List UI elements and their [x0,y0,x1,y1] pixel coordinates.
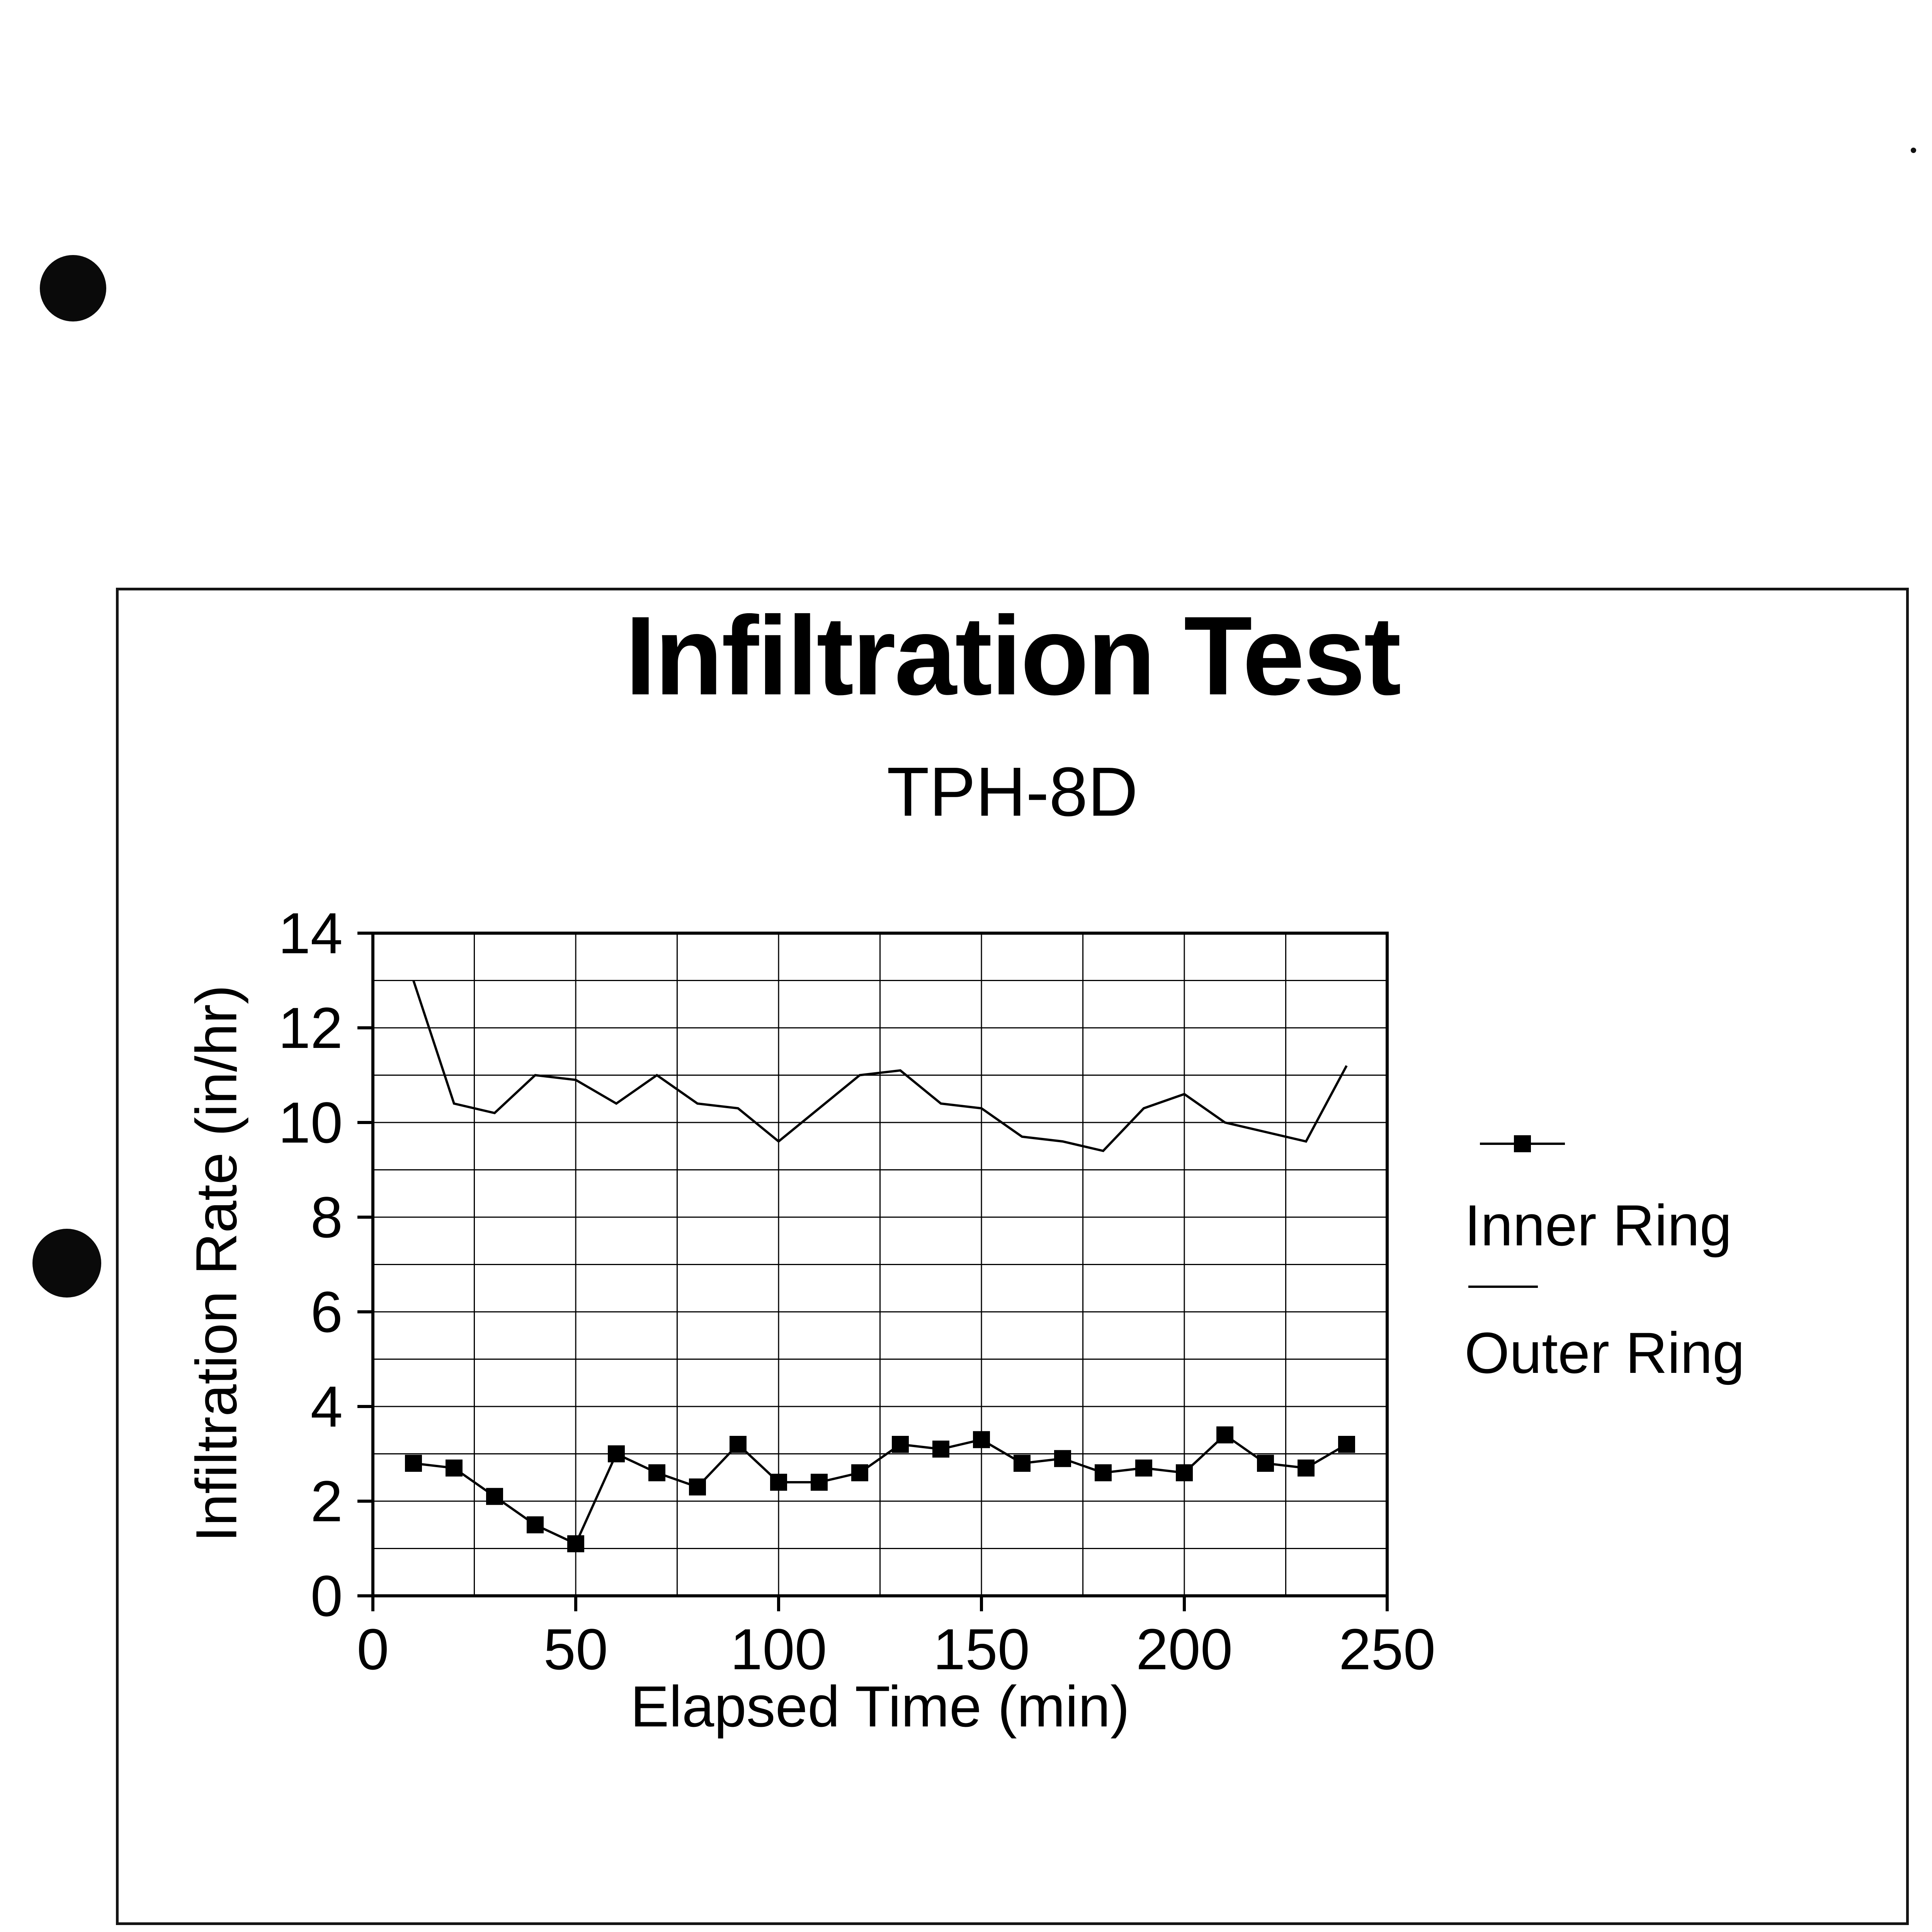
x-axis-label: Elapsed Time (min) [630,1674,1130,1739]
legend-label-outer-ring: Outer Ring [1464,1320,1745,1385]
x-tick-label: 0 [357,1617,389,1682]
stray-dot [1911,148,1916,153]
figure-box [116,588,1909,1925]
marker-square [973,1431,990,1448]
y-tick-label: 0 [311,1563,343,1628]
marker-square [1298,1459,1315,1477]
plot-border [371,932,1389,1597]
marker-square [405,1455,422,1472]
x-tick-label: 250 [1339,1617,1435,1682]
marker-square [1257,1455,1274,1472]
chart-subtitle: TPH-8D [886,753,1138,831]
marker-square [1014,1455,1031,1472]
punch-hole-middle [32,1229,101,1298]
y-tick-label: 8 [311,1185,343,1250]
x-tick-label: 200 [1136,1617,1233,1682]
inner-ring-marker-icon [1480,1135,1565,1152]
marker-square [1135,1459,1152,1477]
marker-square [770,1474,787,1491]
x-tick-label: 100 [730,1617,827,1682]
marker-square [567,1535,584,1553]
x-tick-label: 50 [544,1617,608,1682]
marker-square [892,1436,909,1453]
y-tick-label: 4 [311,1374,343,1439]
chart-title: Infiltration Test [625,593,1401,718]
chart-svg: 0 50 100 150 200 250 0 2 4 6 8 10 12 14 [278,901,1435,1682]
marker-square [1216,1426,1233,1444]
marker-square [851,1464,868,1481]
marker-square [730,1436,747,1453]
marker-square [1095,1464,1112,1481]
y-tick-label: 12 [278,995,343,1060]
marker-square [689,1478,706,1496]
legend-label-inner-ring: Inner Ring [1464,1193,1732,1258]
marker-square [932,1440,949,1458]
marker-square [486,1488,503,1505]
marker-square [608,1445,625,1463]
punch-hole-top [40,255,106,321]
y-axis-label: Infiltration Rate (in/hr) [184,985,249,1543]
marker-square [1054,1450,1071,1467]
marker-square [1176,1464,1193,1481]
y-tick-label: 14 [278,901,343,966]
y-tick-label: 10 [278,1090,343,1155]
marker-square [648,1464,665,1481]
x-tick-label: 150 [933,1617,1030,1682]
series-line-outer-ring [412,980,1348,1152]
marker-square [811,1474,828,1491]
y-tick-label: 6 [311,1279,343,1344]
marker-square [446,1459,463,1477]
y-tick-label: 2 [311,1469,343,1534]
marker-square [1338,1436,1355,1453]
outer-ring-line-icon [1468,1286,1538,1288]
marker-square [527,1516,544,1534]
